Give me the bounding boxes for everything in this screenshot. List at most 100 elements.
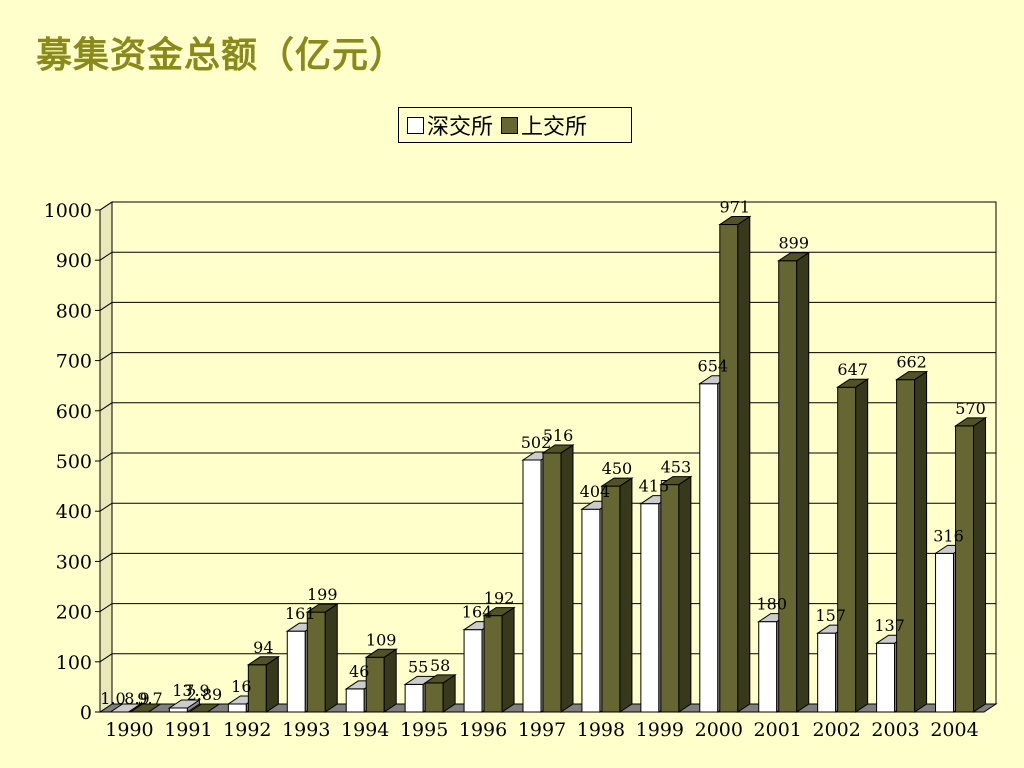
data-label-shanghai: 109 (366, 630, 397, 649)
legend-swatch-shenzhen (407, 116, 424, 134)
data-label-shanghai: 199 (307, 585, 338, 604)
data-label-shenzhen: 415 (639, 477, 670, 496)
bar-top-shanghai (894, 371, 929, 381)
x-tick-label: 2001 (754, 719, 802, 741)
data-label-shenzhen: 13 (172, 681, 192, 700)
bar-side-shanghai (914, 370, 928, 713)
bar-front-shanghai (896, 379, 916, 713)
bar-top-shanghai (718, 216, 752, 226)
x-tick-label: 1993 (282, 719, 330, 741)
bar-top-shanghai (777, 252, 811, 262)
bar-front-shenzhen (227, 703, 247, 713)
data-label-extra: 9.7 (137, 689, 162, 708)
data-label-shanghai: 662 (896, 353, 927, 372)
bar-top-shanghai (541, 444, 575, 454)
bar-front-shenzhen (581, 508, 601, 713)
legend-label-shanghai: 上交所 (521, 115, 588, 140)
data-label-shanghai: 516 (543, 426, 574, 445)
y-tick-label: 0 (80, 702, 92, 724)
bar-top-shanghai (246, 656, 280, 666)
bar-top-shanghai (482, 607, 516, 617)
data-label-shenzhen: 137 (874, 616, 905, 635)
y-tick-label: 800 (56, 300, 92, 322)
bar-top-shanghai (953, 417, 988, 427)
gridline (99, 251, 996, 261)
bar-front-shenzhen (522, 459, 542, 713)
data-label-extra: 1.0 (100, 689, 125, 708)
bar-top-shanghai (600, 477, 634, 487)
y-tick-label: 700 (56, 351, 92, 373)
bar-front-shenzhen (168, 707, 188, 713)
data-label-shanghai: 192 (484, 589, 515, 608)
y-tick-label: 200 (56, 602, 92, 624)
bar-front-shanghai (660, 484, 680, 713)
x-tick-label: 1998 (577, 719, 625, 741)
legend-item-shanghai: 上交所 (501, 109, 587, 141)
bar-front-shenzhen (935, 552, 955, 713)
x-tick-label: 1992 (223, 719, 271, 741)
data-label-shenzhen: 180 (756, 595, 787, 614)
y-tick-label: 400 (56, 501, 92, 523)
data-label-shenzhen: 161 (285, 604, 316, 623)
bar-side-shanghai (855, 378, 869, 713)
legend-label-shenzhen: 深交所 (427, 115, 494, 140)
bar-front-shanghai (542, 452, 562, 713)
bar-side-shanghai (796, 251, 810, 713)
bar-front-shanghai (601, 485, 621, 713)
bar-top-shenzhen (167, 699, 202, 709)
bar-side-shanghai (501, 606, 515, 713)
bar-side-shanghai (265, 655, 279, 713)
chart-title: 募集资金总额（亿元） (36, 35, 407, 76)
data-label-shenzhen: 55 (408, 657, 428, 676)
x-tick-label: 1994 (341, 719, 389, 741)
legend: 深交所 上交所 (398, 107, 632, 143)
data-label-shanghai: 971 (720, 198, 751, 217)
y-tick-label: 300 (56, 551, 92, 573)
bar-top-shanghai (659, 476, 693, 486)
bar-top-shanghai (187, 703, 222, 713)
bar-side-shanghai (560, 444, 574, 713)
x-tick-label: 1991 (164, 719, 212, 741)
bar-side-shanghai (973, 416, 987, 713)
bar-front-shenzhen (404, 683, 424, 713)
x-tick-label: 1996 (459, 719, 507, 741)
bar-top-shanghai (128, 703, 163, 713)
legend-item-shenzhen: 深交所 (407, 109, 493, 141)
x-tick-label: 2000 (695, 719, 743, 741)
x-tick-label: 1997 (518, 719, 566, 741)
data-label-shenzhen: 654 (698, 357, 729, 376)
x-tick-label: 1995 (400, 719, 448, 741)
data-label-shanghai: 899 (778, 234, 809, 253)
bar-front-shenzhen (286, 630, 306, 713)
data-label-shenzhen: 164 (462, 603, 493, 622)
bar-front-shanghai (483, 615, 503, 713)
bar-front-shenzhen (640, 503, 660, 713)
bar-top-shanghai (305, 603, 339, 613)
data-label-extra: 7.9 (184, 681, 209, 700)
data-label-shanghai: 453 (661, 458, 692, 477)
bar-top-shanghai (423, 674, 457, 684)
data-label-shenzhen: 404 (580, 482, 611, 501)
data-label-shenzhen: 157 (815, 606, 846, 625)
x-tick-label: 1999 (636, 719, 684, 741)
bar-side-shanghai (383, 648, 397, 713)
bar-front-shenzhen (876, 642, 896, 713)
bar-front-shanghai (306, 611, 326, 713)
bar-front-shanghai (719, 224, 739, 713)
data-label-shanghai: 450 (602, 459, 633, 478)
y-tick-label: 500 (56, 451, 92, 473)
bar-side-shanghai (619, 477, 633, 713)
bar-top-shanghai (836, 378, 870, 388)
y-tick-label: 600 (56, 401, 92, 423)
data-label-shenzhen: 16 (231, 677, 251, 696)
x-tick-label: 1990 (105, 719, 153, 741)
bar-front-shenzhen (817, 632, 837, 713)
gridline (99, 301, 996, 311)
x-tick-label: 2004 (930, 719, 978, 741)
bar-front-shanghai (424, 682, 444, 713)
bar-side-shanghai (324, 603, 338, 713)
bar-front-shenzhen (758, 621, 778, 713)
data-label-shanghai: 94 (253, 638, 273, 657)
bar-side-shanghai (678, 475, 692, 713)
